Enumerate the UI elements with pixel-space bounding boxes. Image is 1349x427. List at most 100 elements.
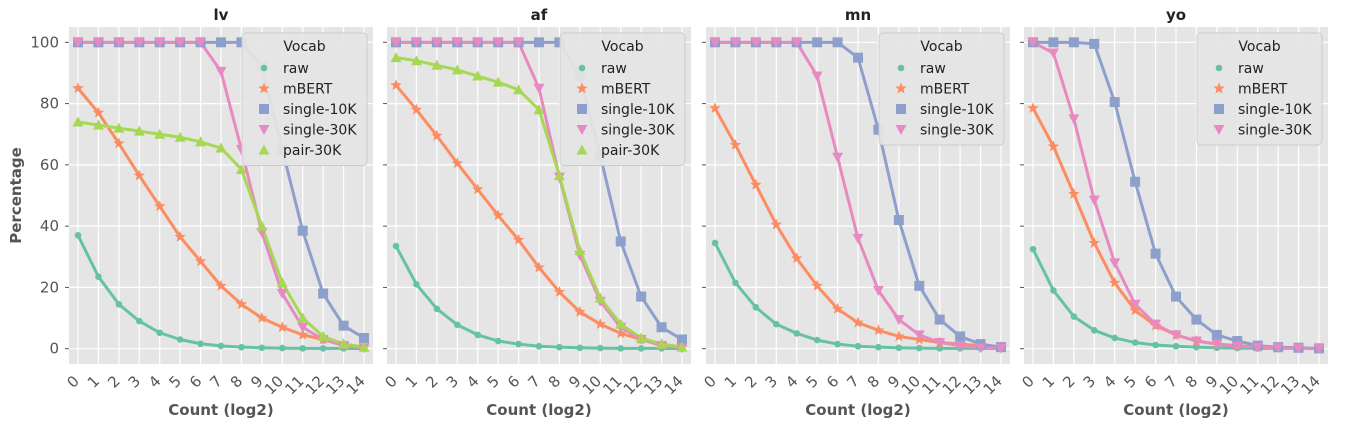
data-point-raw — [135, 317, 143, 325]
data-point-raw — [637, 345, 645, 352]
panel-title: mn — [845, 6, 871, 24]
x-tick-label: 1 — [84, 372, 103, 391]
data-point-mBERT — [1027, 102, 1039, 114]
data-point-pair-30K — [533, 104, 545, 115]
x-tick-label: 7 — [843, 372, 862, 391]
x-tick-label: 0 — [700, 372, 719, 391]
data-point-single-10K — [853, 52, 863, 63]
data-point-single-30K — [431, 37, 443, 48]
data-point-pair-30K — [215, 142, 227, 153]
data-point-pair-30K — [676, 341, 688, 352]
data-point-single-30K — [954, 341, 966, 352]
panel-title: lv — [214, 6, 229, 24]
x-tick-label: 14 — [661, 372, 687, 398]
legend-label: raw — [283, 61, 309, 77]
data-point-single-30K — [1068, 114, 1080, 125]
data-point-mBERT — [1088, 236, 1100, 248]
data-point-raw — [854, 342, 862, 350]
x-axis-label: Count (log2) — [486, 401, 591, 419]
data-point-raw — [1090, 327, 1098, 334]
legend-marker-single-30K — [258, 125, 270, 135]
legend-label: single-30K — [920, 123, 994, 139]
data-point-single-30K — [1272, 343, 1284, 354]
x-tick-label: 2 — [741, 372, 760, 391]
x-tick-label: 3 — [125, 372, 144, 391]
data-point-mBERT — [451, 157, 463, 169]
data-point-pair-30K — [92, 119, 104, 130]
x-tick-label: 6 — [1141, 372, 1160, 391]
data-point-mBERT — [872, 324, 885, 336]
x-tick-label: 2 — [422, 372, 441, 391]
data-point-single-30K — [811, 71, 823, 82]
data-point-raw — [217, 342, 225, 350]
data-point-single-10K — [955, 331, 966, 342]
x-tick-label: 2 — [1059, 372, 1078, 391]
data-point-single-30K — [1313, 344, 1325, 355]
data-point-pair-30K — [256, 220, 268, 231]
data-point-mBERT — [750, 178, 762, 190]
data-point-mBERT — [72, 82, 84, 94]
legend-marker-raw — [1215, 64, 1223, 72]
data-point-single-10K — [934, 314, 945, 325]
data-point-mBERT — [553, 286, 566, 297]
data-point-pair-30K — [195, 136, 207, 147]
data-point-single-10K — [1048, 37, 1059, 48]
data-point-mBERT — [410, 103, 423, 115]
data-point-raw — [319, 345, 327, 352]
legend-label: raw — [920, 61, 946, 77]
x-tick-label: 4 — [782, 372, 801, 391]
x-tick-label: 6 — [186, 372, 205, 391]
data-point-raw — [936, 345, 944, 352]
legend-marker-mBERT — [258, 82, 270, 94]
legend: Vocab raw mBERT single-10K single-30K pair-30… — [559, 32, 686, 166]
legend-marker-pair-30K — [576, 144, 588, 155]
data-point-single-10K — [893, 215, 904, 226]
data-point-pair-30K — [656, 338, 668, 349]
data-point-single-10K — [1068, 37, 1079, 48]
data-point-single-30K — [770, 37, 782, 48]
data-point-single-30K — [975, 343, 987, 354]
data-point-single-10K — [832, 37, 843, 48]
x-tick-label: 1 — [1039, 372, 1058, 391]
data-point-mBERT — [1129, 304, 1141, 316]
data-point-single-30K — [893, 315, 905, 326]
data-point-raw — [576, 344, 584, 352]
x-tick-label: 3 — [1080, 372, 1099, 391]
data-point-single-30K — [1252, 342, 1264, 353]
x-tick-label: 1 — [721, 372, 740, 391]
data-point-single-30K — [1109, 258, 1121, 269]
data-point-single-30K — [791, 37, 803, 48]
data-point-single-30K — [1190, 336, 1202, 347]
data-point-mBERT — [791, 252, 803, 264]
data-point-raw — [474, 331, 482, 339]
data-point-mBERT — [92, 106, 105, 118]
legend: Vocab raw mBERT single-10K single-30K — [878, 32, 1005, 146]
data-point-single-10K — [554, 37, 565, 48]
legend-label: mBERT — [920, 82, 970, 98]
data-point-single-10K — [1150, 248, 1161, 259]
data-point-mBERT — [390, 79, 402, 91]
data-point-single-10K — [1211, 329, 1222, 340]
y-tick-label: 100 — [30, 33, 59, 51]
data-point-raw — [197, 340, 204, 348]
y-tick-label: 80 — [40, 95, 59, 113]
x-tick-label: 4 — [145, 372, 164, 391]
data-point-single-30K — [852, 233, 864, 244]
data-point-mBERT — [893, 330, 905, 342]
data-point-mBERT — [811, 279, 823, 291]
legend-label: raw — [601, 61, 627, 77]
legend-label: mBERT — [1238, 82, 1288, 98]
data-point-single-30K — [492, 37, 504, 48]
data-point-mBERT — [235, 298, 248, 310]
data-point-raw — [772, 320, 780, 328]
data-point-single-30K — [297, 322, 309, 333]
data-point-raw — [752, 304, 760, 311]
x-tick-label: 14 — [1298, 372, 1324, 398]
legend-marker-raw — [578, 64, 586, 72]
data-point-pair-30K — [451, 64, 463, 75]
x-tick-label: 7 — [524, 372, 543, 391]
data-point-single-30K — [1211, 339, 1223, 350]
data-point-raw — [1131, 339, 1139, 346]
